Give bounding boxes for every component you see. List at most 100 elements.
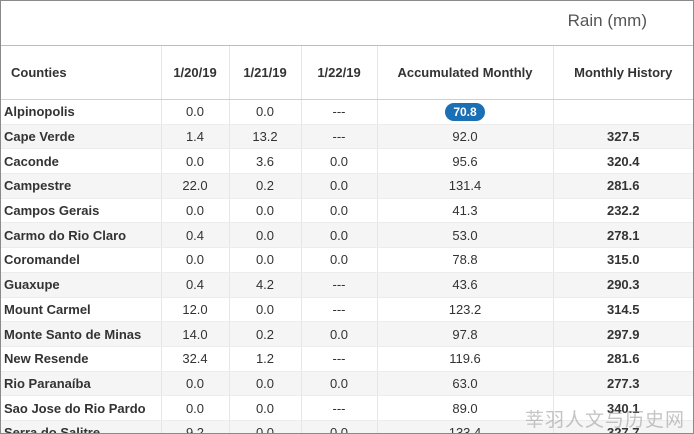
header-date-3[interactable]: 1/22/19	[301, 46, 378, 100]
day2-cell: 4.2	[229, 272, 302, 298]
county-cell: Monte Santo de Minas	[1, 321, 162, 347]
day1-cell: 1.4	[161, 124, 230, 150]
table-row: Guaxupe 0.4 4.2 --- 43.6 290.3	[1, 272, 693, 298]
day2-cell: 3.6	[229, 148, 302, 175]
accumulated-cell: 89.0	[377, 395, 554, 421]
accumulated-cell: 123.2	[377, 297, 554, 323]
highlight-badge[interactable]: 70.8	[445, 102, 485, 121]
accumulated-cell: 70.8	[377, 99, 554, 125]
day2-cell: 0.2	[229, 321, 302, 347]
day2-cell: 0.0	[229, 371, 302, 397]
history-cell: 320.4	[553, 148, 693, 175]
history-cell: 278.1	[553, 222, 693, 249]
accumulated-cell: 131.4	[377, 173, 554, 199]
county-cell: Rio Paranaíba	[1, 371, 162, 397]
header-date-1[interactable]: 1/20/19	[161, 46, 230, 100]
history-cell	[553, 99, 693, 125]
table-row: Campestre 22.0 0.2 0.0 131.4 281.6	[1, 173, 693, 199]
day2-cell: 0.0	[229, 99, 302, 125]
county-cell: Sao Jose do Rio Pardo	[1, 395, 162, 421]
day3-cell: 0.0	[301, 198, 378, 224]
history-cell: 327.7	[553, 420, 693, 433]
day2-cell: 1.2	[229, 346, 302, 372]
accumulated-cell: 53.0	[377, 222, 554, 249]
day1-cell: 0.0	[161, 395, 230, 421]
day3-cell: 0.0	[301, 247, 378, 273]
table-row: Caconde 0.0 3.6 0.0 95.6 320.4	[1, 148, 693, 175]
day3-cell: 0.0	[301, 420, 378, 433]
history-cell: 315.0	[553, 247, 693, 273]
table-row: Alpinopolis 0.0 0.0 --- 70.8	[1, 99, 693, 125]
header-history[interactable]: Monthly History	[553, 46, 693, 100]
day2-cell: 0.0	[229, 395, 302, 421]
day3-cell: 0.0	[301, 222, 378, 249]
county-cell: New Resende	[1, 346, 162, 372]
table-row: Carmo do Rio Claro 0.4 0.0 0.0 53.0 278.1	[1, 222, 693, 249]
table-row: Rio Paranaíba 0.0 0.0 0.0 63.0 277.3	[1, 371, 693, 397]
table-row: Campos Gerais 0.0 0.0 0.0 41.3 232.2	[1, 198, 693, 224]
county-cell: Alpinopolis	[1, 99, 162, 125]
table-row: Mount Carmel 12.0 0.0 --- 123.2 314.5	[1, 297, 693, 323]
day2-cell: 0.2	[229, 173, 302, 199]
history-cell: 281.6	[553, 346, 693, 372]
county-cell: Campos Gerais	[1, 198, 162, 224]
day1-cell: 0.4	[161, 222, 230, 249]
table-row: Sao Jose do Rio Pardo 0.0 0.0 --- 89.0 340.1	[1, 395, 693, 421]
day3-cell: ---	[301, 297, 378, 323]
accumulated-cell: 95.6	[377, 148, 554, 175]
day1-cell: 0.0	[161, 371, 230, 397]
rain-table: Counties 1/20/19 1/21/19 1/22/19 Accumul…	[1, 46, 693, 433]
day2-cell: 0.0	[229, 198, 302, 224]
day3-cell: 0.0	[301, 148, 378, 175]
accumulated-cell: 119.6	[377, 346, 554, 372]
history-cell: 277.3	[553, 371, 693, 397]
day2-cell: 0.0	[229, 222, 302, 249]
history-cell: 232.2	[553, 198, 693, 224]
table-row: Serra do Salitre 9.2 0.0 0.0 133.4 327.7	[1, 420, 693, 433]
day2-cell: 0.0	[229, 297, 302, 323]
table-row: New Resende 32.4 1.2 --- 119.6 281.6	[1, 346, 693, 372]
day1-cell: 0.0	[161, 148, 230, 175]
day3-cell: 0.0	[301, 173, 378, 199]
day2-cell: 0.0	[229, 247, 302, 273]
header-row: Counties 1/20/19 1/21/19 1/22/19 Accumul…	[1, 46, 693, 100]
day1-cell: 9.2	[161, 420, 230, 433]
day1-cell: 0.0	[161, 247, 230, 273]
header-date-2[interactable]: 1/21/19	[229, 46, 302, 100]
day3-cell: 0.0	[301, 321, 378, 347]
county-cell: Cape Verde	[1, 124, 162, 150]
header-accumulated[interactable]: Accumulated Monthly	[377, 46, 554, 100]
accumulated-cell: 92.0	[377, 124, 554, 150]
county-cell: Carmo do Rio Claro	[1, 222, 162, 249]
day1-cell: 32.4	[161, 346, 230, 372]
accumulated-cell: 78.8	[377, 247, 554, 273]
day3-cell: ---	[301, 124, 378, 150]
history-cell: 297.9	[553, 321, 693, 347]
county-cell: Guaxupe	[1, 272, 162, 298]
day2-cell: 0.0	[229, 420, 302, 433]
day1-cell: 0.0	[161, 99, 230, 125]
accumulated-cell: 43.6	[377, 272, 554, 298]
day1-cell: 22.0	[161, 173, 230, 199]
day1-cell: 12.0	[161, 297, 230, 323]
history-cell: 327.5	[553, 124, 693, 150]
header-counties[interactable]: Counties	[1, 46, 162, 100]
day3-cell: ---	[301, 346, 378, 372]
panel-title: Rain (mm)	[567, 11, 647, 30]
table-row: Monte Santo de Minas 14.0 0.2 0.0 97.8 297.9	[1, 321, 693, 347]
county-cell: Mount Carmel	[1, 297, 162, 323]
day1-cell: 14.0	[161, 321, 230, 347]
accumulated-cell: 41.3	[377, 198, 554, 224]
accumulated-cell: 97.8	[377, 321, 554, 347]
title-bar: Rain (mm)	[1, 1, 693, 46]
table-row: Cape Verde 1.4 13.2 --- 92.0 327.5	[1, 124, 693, 150]
history-cell: 340.1	[553, 395, 693, 421]
county-cell: Coromandel	[1, 247, 162, 273]
history-cell: 281.6	[553, 173, 693, 199]
history-cell: 314.5	[553, 297, 693, 323]
day3-cell: ---	[301, 395, 378, 421]
accumulated-cell: 63.0	[377, 371, 554, 397]
day2-cell: 13.2	[229, 124, 302, 150]
day1-cell: 0.4	[161, 272, 230, 298]
